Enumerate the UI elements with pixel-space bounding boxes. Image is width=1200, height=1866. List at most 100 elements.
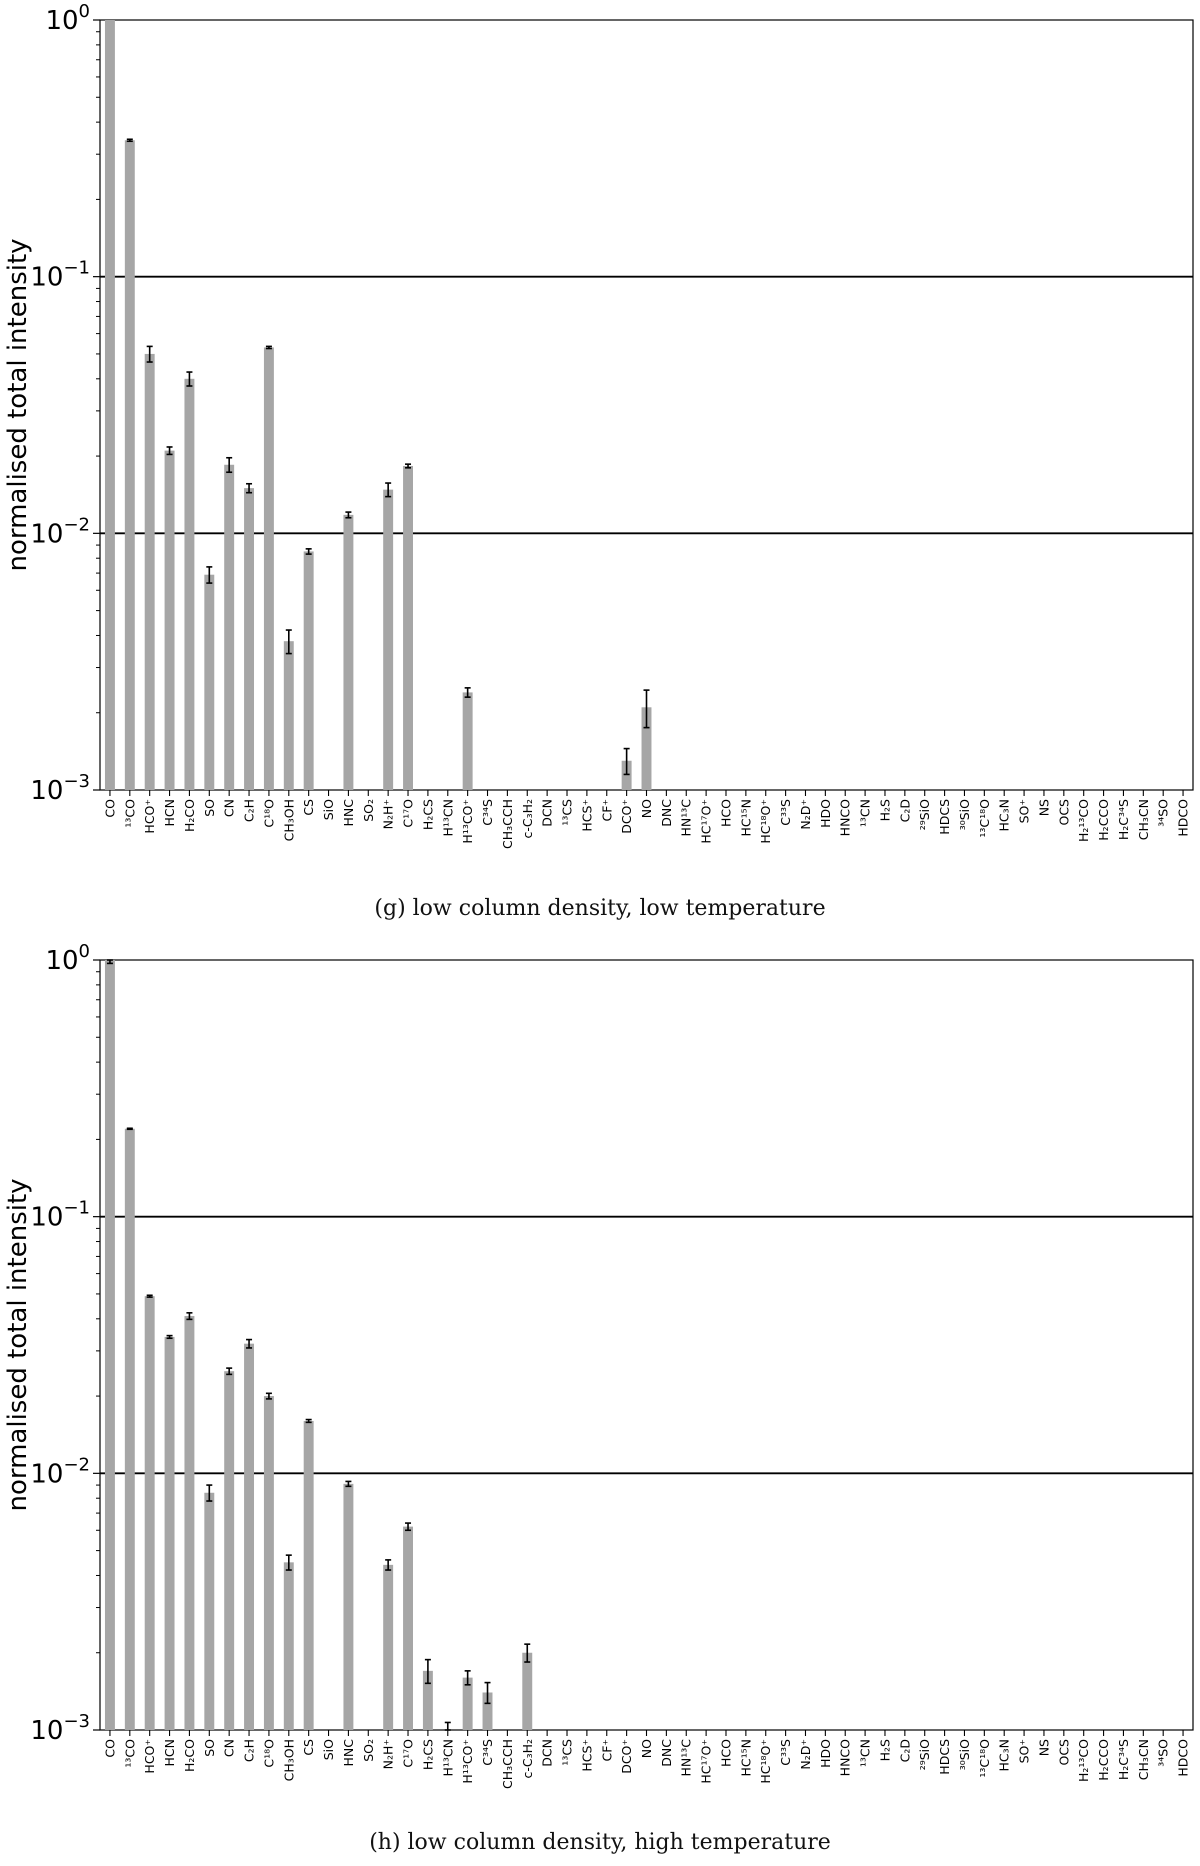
- x-tick-label: N₂H⁺: [381, 1739, 396, 1769]
- x-tick-label: H₂CO: [182, 1739, 197, 1772]
- x-tick-label: SO: [202, 1739, 217, 1757]
- bar: [303, 1420, 314, 1730]
- x-tick-label: CH₃CCH: [500, 1739, 515, 1789]
- bar: [283, 1562, 294, 1730]
- chart-caption-h: (h) low column density, high temperature: [369, 1830, 831, 1855]
- error-bar: [186, 1312, 193, 1321]
- x-tick-label: ¹³CO: [122, 799, 137, 828]
- x-tick-label: SO⁺: [1017, 1739, 1032, 1763]
- error-bar: [464, 1670, 471, 1686]
- bar: [204, 1492, 215, 1730]
- error-bar: [126, 138, 133, 143]
- x-tick-label: H¹³CO⁺: [460, 1739, 475, 1784]
- bar: [482, 1692, 493, 1730]
- x-tick-label: ¹³CS: [560, 799, 575, 826]
- bar: [184, 1316, 195, 1730]
- x-tick-label: HC¹⁵N: [738, 799, 753, 837]
- bar: [621, 760, 632, 790]
- x-tick-label: H₂CS: [420, 1739, 435, 1770]
- error-bar: [206, 1484, 213, 1502]
- x-tick-label: DCN: [540, 1739, 555, 1767]
- x-tick-label: HCN: [162, 1739, 177, 1766]
- x-tick-label: H₂C³⁴S: [1116, 799, 1131, 840]
- x-tick-label: CH₃CN: [1136, 799, 1151, 840]
- bar: [522, 1652, 533, 1730]
- x-tick-label: H¹³CN: [440, 799, 455, 837]
- error-bar: [305, 1418, 312, 1424]
- x-tick-label: CF⁺: [599, 1739, 614, 1762]
- x-tick-label: SO₂: [361, 1739, 376, 1762]
- chart-g: 100 10−1 10−2 10−3 normalised total intensit…: [3, 1, 1194, 849]
- error-bar: [464, 687, 471, 698]
- x-tick-label: H₂¹³CO: [1076, 1739, 1091, 1782]
- bar: [224, 1371, 235, 1730]
- bar: [263, 1396, 274, 1730]
- bar: [124, 140, 135, 791]
- x-tick-label: HDO: [818, 799, 833, 828]
- y-tick-label: 10−2: [30, 1454, 90, 1489]
- x-tick-label: CH₃CN: [1136, 1739, 1151, 1780]
- error-bar: [246, 482, 253, 494]
- x-tick-label: H₂CCO: [1096, 1739, 1111, 1781]
- x-tick-label: CN: [222, 799, 237, 817]
- error-bar: [643, 689, 650, 729]
- bar: [462, 1677, 473, 1730]
- chart-panel-h: 100 10−1 10−2 10−3 normalised total intensit…: [0, 940, 1200, 1866]
- x-tick-label: c-C₃H₂: [520, 1739, 535, 1779]
- bar: [224, 464, 235, 790]
- x-tick-label: CH₃CCH: [500, 799, 515, 849]
- bar: [403, 465, 413, 790]
- x-tick-label: HC¹⁷O⁺: [699, 799, 714, 844]
- x-tick-label: HC¹⁵N: [738, 1739, 753, 1777]
- x-tick-label: ³⁰SiO: [957, 1739, 972, 1770]
- x-tick-label: HCS⁺: [579, 1739, 594, 1772]
- x-tick-label: C¹⁷O: [401, 799, 416, 828]
- x-tick-label: HNC: [341, 799, 356, 827]
- chart-h: 100 10−1 10−2 10−3 normalised total intensit…: [3, 941, 1194, 1789]
- error-bar: [146, 1294, 153, 1298]
- error-bar: [345, 1480, 352, 1488]
- x-tick-label: C¹⁸O: [261, 799, 276, 828]
- error-bar: [484, 1681, 491, 1705]
- x-tick-label: C¹⁷O: [401, 1739, 416, 1768]
- error-bar: [405, 1522, 412, 1532]
- chart-caption-g: (g) low column density, low temperature: [374, 896, 826, 921]
- x-tick-label: SiO: [321, 1739, 336, 1760]
- error-bar: [345, 511, 352, 519]
- x-tick-label: H₂CO: [182, 799, 197, 832]
- x-tick-label: HCO⁺: [142, 799, 157, 834]
- bar: [343, 514, 354, 790]
- x-tick-label: C³⁴S: [480, 1739, 495, 1766]
- error-bar: [166, 446, 173, 456]
- y-tick-label: 10−1: [30, 1198, 90, 1233]
- error-bar: [305, 548, 312, 555]
- error-bar: [186, 371, 193, 387]
- error-bar: [444, 1721, 451, 1731]
- bar: [104, 20, 115, 790]
- x-tick-label: SO₂: [361, 799, 376, 822]
- bar: [164, 450, 175, 790]
- x-tick-label: CH₃OH: [281, 1739, 296, 1781]
- x-tick-label: C³³S: [778, 799, 793, 826]
- error-bar: [285, 629, 292, 655]
- error-bar: [265, 345, 272, 350]
- x-tick-label: OCS: [1056, 799, 1071, 826]
- x-tick-label: NS: [1036, 799, 1051, 816]
- x-tick-label: H₂CCO: [1096, 799, 1111, 841]
- bar: [144, 1296, 155, 1730]
- y-tick-label: 10−2: [30, 514, 90, 549]
- bar: [383, 489, 394, 790]
- x-tick-label: CH₃OH: [281, 799, 296, 841]
- x-tick-label: SO⁺: [1017, 799, 1032, 823]
- x-tick-label: SiO: [321, 799, 336, 820]
- bar: [244, 1343, 255, 1730]
- x-tick-label: H¹³CN: [440, 1739, 455, 1777]
- x-tick-label: HC¹⁸O⁺: [758, 1739, 773, 1784]
- bar: [403, 1526, 413, 1730]
- x-tick-label: ¹³CO: [122, 1739, 137, 1768]
- x-tick-label: CS: [301, 799, 316, 816]
- x-tick-label: ¹³CN: [858, 799, 873, 827]
- bar: [383, 1564, 394, 1730]
- x-tick-label: HCS⁺: [579, 799, 594, 832]
- y-tick-label: 10−3: [30, 771, 90, 806]
